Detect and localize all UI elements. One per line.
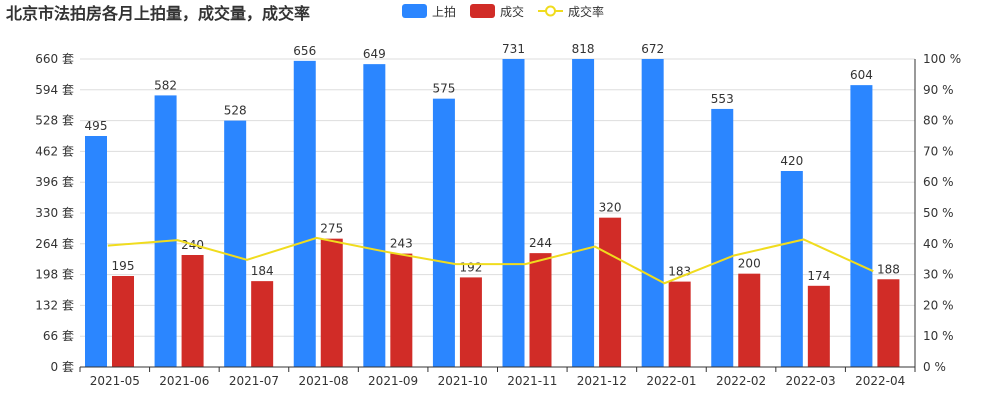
bar-label: 188 bbox=[877, 262, 900, 276]
bar-label: 672 bbox=[641, 42, 664, 56]
bar-上拍 bbox=[780, 171, 803, 367]
bar-上拍 bbox=[154, 95, 177, 368]
bar-label: 656 bbox=[293, 44, 316, 58]
x-tick-label: 2022-03 bbox=[786, 374, 836, 388]
bar-成交 bbox=[599, 217, 622, 367]
bar-上拍 bbox=[502, 59, 525, 367]
bar-上拍 bbox=[293, 60, 316, 367]
y-right-tick-label: 50 % bbox=[923, 206, 954, 220]
y-left-tick-label: 132 套 bbox=[35, 298, 74, 312]
bar-label: 174 bbox=[807, 269, 830, 283]
bar-上拍 bbox=[850, 85, 873, 367]
bar-label: 244 bbox=[529, 236, 552, 250]
y-left-tick-label: 0 套 bbox=[51, 360, 74, 374]
bar-label: 495 bbox=[85, 119, 108, 133]
y-right-tick-label: 30 % bbox=[923, 268, 954, 282]
bar-成交 bbox=[112, 276, 134, 367]
x-tick-label: 2021-05 bbox=[90, 374, 140, 388]
bar-label: 184 bbox=[251, 264, 274, 278]
bar-label: 582 bbox=[154, 78, 177, 92]
y-left-tick-label: 594 套 bbox=[35, 83, 74, 97]
x-tick-label: 2021-07 bbox=[229, 374, 279, 388]
axes: 0 套 66 套 132 套 198 套 264 套 330 套 396 套 462 套 528… bbox=[35, 52, 961, 388]
x-tick-label: 2021-11 bbox=[507, 374, 557, 388]
bar-label: 195 bbox=[112, 259, 135, 273]
y-left-tick-label: 66 套 bbox=[43, 329, 74, 343]
bar-上拍 bbox=[711, 108, 734, 367]
y-right-tick-label: 70 % bbox=[923, 144, 954, 158]
grid bbox=[80, 58, 915, 337]
bar-label: 320 bbox=[599, 201, 622, 215]
legend-swatch-listed bbox=[402, 4, 427, 18]
legend-label: 成交 bbox=[500, 4, 524, 19]
bar-label: 528 bbox=[224, 104, 247, 118]
bar-label: 243 bbox=[390, 237, 413, 251]
bar-成交 bbox=[668, 281, 691, 367]
rate-line bbox=[107, 236, 874, 285]
x-tick-label: 2021-06 bbox=[159, 374, 209, 388]
x-tick-label: 2022-04 bbox=[855, 374, 905, 388]
bar-成交 bbox=[738, 273, 761, 367]
bar-成交 bbox=[181, 255, 204, 367]
y-left-tick-label: 330 套 bbox=[35, 206, 74, 220]
y-right-tick-label: 40 % bbox=[923, 237, 954, 251]
chart-title: 北京市法拍房各月上拍量，成交量，成交率 bbox=[6, 4, 310, 23]
y-right-tick-label: 10 % bbox=[923, 329, 954, 343]
y-left-tick-label: 528 套 bbox=[35, 114, 74, 128]
bars: 495 582 528 656 649 575 731 818 672 553 420 604 195 2… bbox=[85, 42, 900, 368]
y-right-tick-label: 90 % bbox=[923, 83, 954, 97]
bar-成交 bbox=[459, 277, 482, 367]
y-right-tick-label: 20 % bbox=[923, 298, 954, 312]
legend-label: 上拍 bbox=[432, 4, 456, 19]
bar-上拍 bbox=[641, 59, 664, 367]
bar-成交 bbox=[320, 238, 343, 367]
bar-成交 bbox=[807, 285, 830, 367]
x-tick-label: 2021-09 bbox=[368, 374, 418, 388]
bar-成交 bbox=[390, 253, 413, 367]
legend-swatch-sold bbox=[470, 4, 495, 18]
bar-上拍 bbox=[432, 98, 455, 368]
bar-label: 575 bbox=[432, 82, 455, 96]
bar-label: 731 bbox=[502, 42, 525, 56]
y-left-tick-label: 198 套 bbox=[35, 268, 74, 282]
bar-成交 bbox=[877, 279, 900, 367]
x-tick-label: 2022-01 bbox=[646, 374, 696, 388]
bar-label: 649 bbox=[363, 47, 386, 61]
bar-label: 553 bbox=[711, 92, 734, 106]
bar-上拍 bbox=[85, 136, 107, 367]
x-tick-label: 2021-12 bbox=[577, 374, 627, 388]
bar-label: 192 bbox=[459, 260, 482, 274]
x-tick-label: 2022-02 bbox=[716, 374, 766, 388]
y-right-tick-label: 80 % bbox=[923, 114, 954, 128]
y-left-tick-label: 462 套 bbox=[35, 144, 74, 158]
y-right-tick-label: 0 % bbox=[923, 360, 946, 374]
bar-上拍 bbox=[363, 64, 386, 367]
bar-label: 420 bbox=[780, 154, 803, 168]
y-right-tick-label: 60 % bbox=[923, 175, 954, 189]
bar-成交 bbox=[529, 253, 552, 367]
bar-上拍 bbox=[224, 120, 247, 367]
bar-label: 275 bbox=[320, 222, 343, 236]
y-left-tick-label: 396 套 bbox=[35, 175, 74, 189]
bar-上拍 bbox=[572, 59, 595, 367]
bar-label: 818 bbox=[572, 42, 595, 56]
x-tick-label: 2021-08 bbox=[298, 374, 348, 388]
y-right-tick-label: 100 % bbox=[923, 52, 961, 66]
y-left-tick-label: 660 套 bbox=[35, 52, 74, 66]
bar-label: 604 bbox=[850, 68, 873, 82]
bar-成交 bbox=[251, 281, 274, 367]
x-tick-label: 2021-10 bbox=[438, 374, 488, 388]
rate-line-path bbox=[107, 236, 874, 285]
legend-label: 成交率 bbox=[568, 4, 604, 19]
y-left-tick-label: 264 套 bbox=[35, 237, 74, 251]
legend[interactable]: 上拍 成交 成交率 bbox=[402, 4, 604, 19]
legend-marker-icon bbox=[545, 5, 556, 17]
bar-label: 200 bbox=[738, 257, 761, 271]
